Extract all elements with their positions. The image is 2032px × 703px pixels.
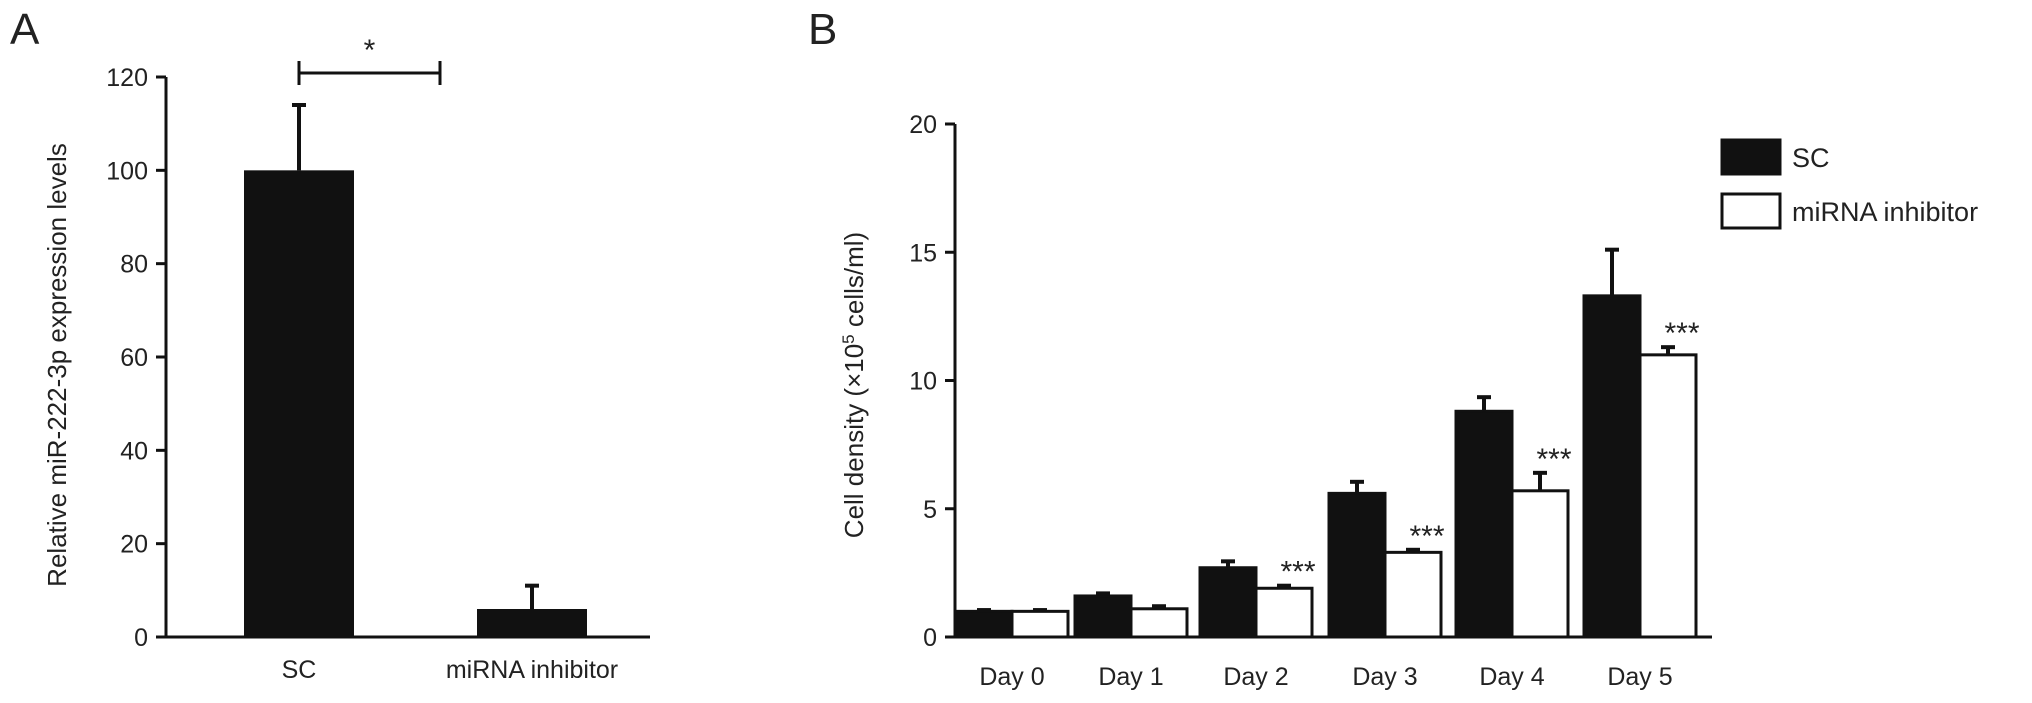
- panel-b-significance-label: ***: [1536, 443, 1571, 476]
- panel-b-y-axis-title-suffix: cells/ml): [839, 232, 869, 335]
- panel-a-y-tick-label: 120: [106, 64, 148, 92]
- legend: SC miRNA inhibitor: [1720, 138, 1978, 230]
- panel-b-axes: 0 5 10 15 20 Day 0 Day 1 Day 2 Day 3 Day 4 Day 5: [909, 111, 1712, 691]
- panel-b-significance-label: ***: [1409, 520, 1444, 553]
- panel-b-y-tick-label: 15: [909, 239, 937, 267]
- panel-a-y-axis-title: Relative miR-222-3p expression levels: [42, 143, 72, 587]
- panel-a-bars: [244, 103, 587, 638]
- panel-b-significance-label: ***: [1280, 556, 1315, 589]
- panel-b: B *** *** *** *** 0 5 10 15 20 Day 0 Day 1 Day 2 Da…: [808, 5, 1978, 691]
- panel-a-y-tick-label: 0: [134, 624, 148, 652]
- panel-b-bar-sc: [1582, 294, 1642, 639]
- panel-b-x-tick-label: Day 2: [1223, 663, 1288, 691]
- legend-label-inhibitor: miRNA inhibitor: [1792, 197, 1978, 227]
- panel-b-bar-sc: [1198, 566, 1258, 639]
- panel-a-x-tick-label: miRNA inhibitor: [446, 656, 618, 684]
- legend-swatch-sc: [1720, 138, 1782, 176]
- panel-a: A 0 20 40 60 80 100 120 SC miRNA inhibitor * Rela…: [10, 5, 650, 684]
- panel-b-bar-inhibitor: [1638, 353, 1698, 639]
- panel-b-bar-inhibitor: [1129, 607, 1189, 639]
- panel-b-y-axis-title-superscript: 5: [839, 334, 858, 343]
- panel-b-y-tick-label: 10: [909, 368, 937, 396]
- panel-a-significance-label: *: [364, 34, 376, 67]
- panel-b-bar-inhibitor: [1383, 550, 1443, 639]
- panel-b-bar-sc: [1454, 409, 1514, 639]
- panel-b-y-axis-title: Cell density (×105 cells/ml): [839, 232, 870, 538]
- panel-a-bar: [477, 609, 587, 637]
- panel-b-bar-inhibitor: [1254, 586, 1314, 639]
- panel-a-y-tick-label: 80: [120, 251, 148, 279]
- panel-b-x-tick-label: Day 1: [1098, 663, 1163, 691]
- panel-b-x-tick-label: Day 4: [1479, 663, 1544, 691]
- panel-b-y-tick-label: 0: [923, 624, 937, 652]
- panel-b-y-axis-title-main: Cell density (×10: [839, 344, 869, 538]
- panel-b-y-tick-label: 20: [909, 111, 937, 139]
- panel-b-bar-sc: [1073, 594, 1133, 639]
- panel-b-y-tick-label: 5: [923, 496, 937, 524]
- legend-swatch-inhibitor: [1720, 192, 1782, 230]
- panel-b-bar-inhibitor: [1510, 489, 1570, 639]
- panel-a-y-tick-label: 100: [106, 157, 148, 185]
- panel-a-bar: [244, 170, 354, 638]
- panel-b-significance-label: ***: [1664, 317, 1699, 350]
- legend-label-sc: SC: [1792, 143, 1830, 173]
- panel-a-y-tick-label: 40: [120, 437, 148, 465]
- panel-b-bar-sc: [954, 609, 1014, 639]
- panel-b-bar-sc: [1327, 491, 1387, 639]
- panel-b-bar-inhibitor: [1010, 609, 1070, 639]
- panel-b-bars: *** *** *** ***: [954, 247, 1700, 639]
- panel-a-axes: 0 20 40 60 80 100 120 SC miRNA inhibitor *: [106, 34, 650, 684]
- panel-a-y-tick-label: 20: [120, 531, 148, 559]
- panel-b-x-tick-label: Day 3: [1352, 663, 1417, 691]
- panel-a-x-tick-label: SC: [282, 656, 317, 684]
- panel-a-y-tick-label: 60: [120, 344, 148, 372]
- panel-b-x-tick-label: Day 0: [979, 663, 1044, 691]
- panel-letter-a: A: [10, 5, 40, 54]
- panel-b-x-tick-label: Day 5: [1607, 663, 1672, 691]
- panel-letter-b: B: [808, 5, 837, 54]
